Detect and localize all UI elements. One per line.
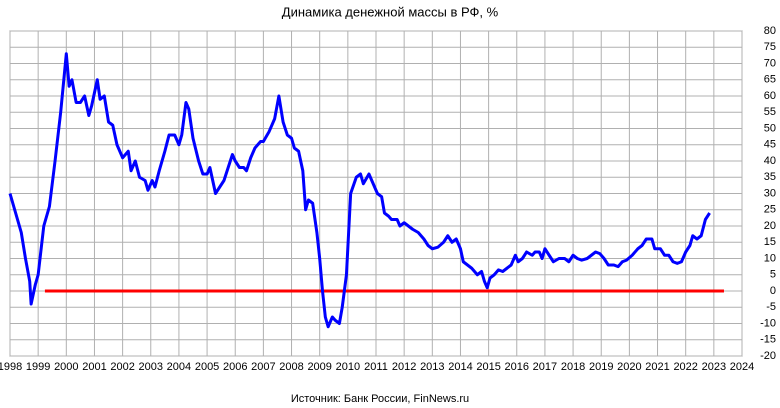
y-tick-label: 10 <box>764 252 776 264</box>
x-tick-label: 2016 <box>505 361 529 373</box>
y-tick-label: 80 <box>764 25 776 37</box>
y-tick-label: -10 <box>760 317 776 329</box>
y-tick-label: 65 <box>764 74 776 86</box>
y-tick-label: 25 <box>764 204 776 216</box>
x-tick-label: 2006 <box>223 361 247 373</box>
x-tick-label: 2000 <box>54 361 78 373</box>
x-tick-label: 2012 <box>392 361 416 373</box>
x-tick-label: 2004 <box>167 361 191 373</box>
x-tick-label: 2003 <box>139 361 163 373</box>
y-tick-label: 35 <box>764 171 776 183</box>
x-tick-label: 2001 <box>82 361 106 373</box>
y-tick-label: -5 <box>766 301 776 313</box>
x-tick-label: 2017 <box>533 361 557 373</box>
x-tick-label: 2021 <box>645 361 669 373</box>
x-tick-label: 2008 <box>279 361 303 373</box>
x-tick-label: 2005 <box>195 361 219 373</box>
x-tick-label: 1998 <box>0 361 22 373</box>
y-tick-label: 55 <box>764 106 776 118</box>
y-tick-label: 40 <box>764 155 776 167</box>
x-tick-label: 2011 <box>364 361 388 373</box>
y-tick-label: -15 <box>760 334 776 346</box>
y-tick-label: 60 <box>764 90 776 102</box>
x-tick-label: 2018 <box>561 361 585 373</box>
source-note: Источник: Банк России, FinNews.ru <box>291 393 469 405</box>
y-tick-label: 0 <box>770 285 776 297</box>
x-tick-label: 2024 <box>730 361 754 373</box>
x-tick-label: 2010 <box>336 361 360 373</box>
y-tick-label: 45 <box>764 139 776 151</box>
x-tick-label: 2022 <box>673 361 697 373</box>
x-tick-label: 1999 <box>26 361 50 373</box>
chart-title: Динамика денежной массы в РФ, % <box>282 4 499 19</box>
x-tick-label: 2020 <box>617 361 641 373</box>
y-tick-label: 70 <box>764 57 776 69</box>
data-line <box>8 52 711 329</box>
x-tick-label: 2002 <box>110 361 134 373</box>
x-tick-label: 2007 <box>251 361 275 373</box>
x-tick-label: 2009 <box>307 361 331 373</box>
x-tick-label: 2015 <box>476 361 500 373</box>
x-tick-label: 2019 <box>589 361 613 373</box>
x-tick-label: 2013 <box>420 361 444 373</box>
x-tick-label: 2023 <box>702 361 726 373</box>
x-tick-label: 2014 <box>448 361 472 373</box>
y-tick-label: 15 <box>764 236 776 248</box>
y-tick-label: -20 <box>760 350 776 362</box>
y-tick-label: 20 <box>764 220 776 232</box>
y-tick-label: 75 <box>764 41 776 53</box>
y-tick-label: 30 <box>764 187 776 199</box>
y-tick-label: 50 <box>764 122 776 134</box>
y-tick-label: 5 <box>770 269 776 281</box>
